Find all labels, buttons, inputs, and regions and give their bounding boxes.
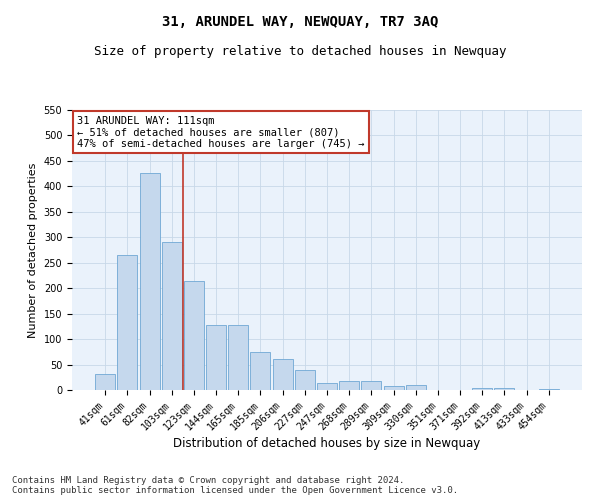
Bar bbox=[250, 352, 271, 390]
Text: Contains HM Land Registry data © Crown copyright and database right 2024.
Contai: Contains HM Land Registry data © Crown c… bbox=[12, 476, 458, 495]
Bar bbox=[118, 255, 137, 390]
Bar bbox=[295, 370, 315, 390]
Bar bbox=[472, 388, 492, 390]
Bar bbox=[539, 389, 559, 390]
Text: Size of property relative to detached houses in Newquay: Size of property relative to detached ho… bbox=[94, 45, 506, 58]
Text: 31 ARUNDEL WAY: 111sqm
← 51% of detached houses are smaller (807)
47% of semi-de: 31 ARUNDEL WAY: 111sqm ← 51% of detached… bbox=[77, 116, 365, 149]
Bar bbox=[228, 325, 248, 390]
Bar bbox=[272, 360, 293, 390]
Bar bbox=[317, 383, 337, 390]
Text: 31, ARUNDEL WAY, NEWQUAY, TR7 3AQ: 31, ARUNDEL WAY, NEWQUAY, TR7 3AQ bbox=[162, 15, 438, 29]
Bar bbox=[361, 382, 382, 390]
Bar bbox=[184, 280, 204, 390]
Bar bbox=[95, 374, 115, 390]
Y-axis label: Number of detached properties: Number of detached properties bbox=[28, 162, 38, 338]
Bar bbox=[339, 382, 359, 390]
Bar bbox=[162, 242, 182, 390]
Bar bbox=[383, 386, 404, 390]
Bar bbox=[206, 325, 226, 390]
X-axis label: Distribution of detached houses by size in Newquay: Distribution of detached houses by size … bbox=[173, 438, 481, 450]
Bar bbox=[494, 388, 514, 390]
Bar bbox=[406, 386, 426, 390]
Bar bbox=[140, 172, 160, 390]
